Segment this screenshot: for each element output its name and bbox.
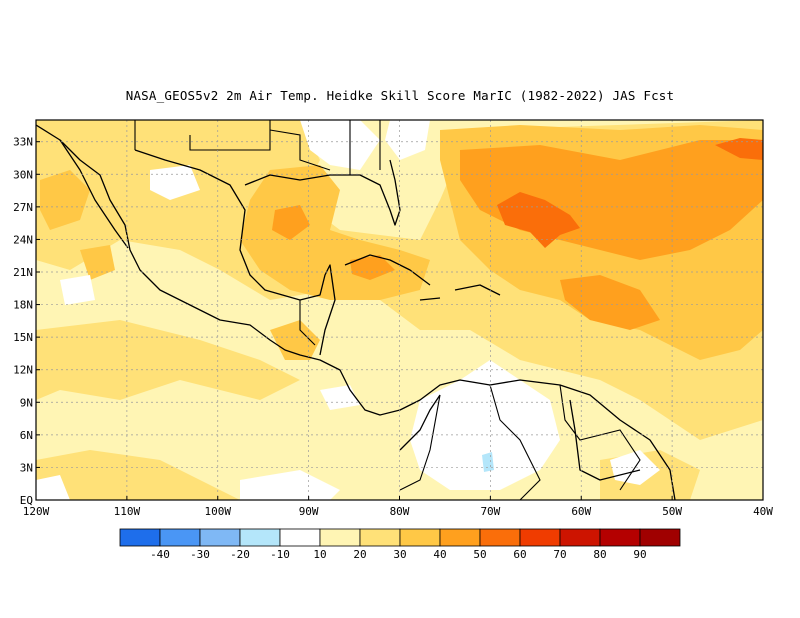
- lat-tick-label: 15N: [13, 331, 33, 344]
- near-zero-regions: [36, 120, 660, 500]
- lon-tick-label: 40W: [753, 505, 773, 518]
- lat-tick-label: 30N: [13, 168, 33, 181]
- colorbar-box: [279, 528, 321, 547]
- lon-tick-label: 60W: [571, 505, 591, 518]
- colorbar-box: [159, 528, 201, 547]
- lon-tick-label: 50W: [662, 505, 682, 518]
- colorbar-label: 20: [353, 548, 366, 561]
- colorbar-box: [119, 528, 161, 547]
- lat-tick-label: 27N: [13, 201, 33, 214]
- colorbar-label: 80: [593, 548, 606, 561]
- colorbar-box: [199, 528, 241, 547]
- lon-tick-label: 70W: [480, 505, 500, 518]
- coastlines: [36, 124, 676, 500]
- colorbar-box: [239, 528, 281, 547]
- colorbar-label: -10: [270, 548, 290, 561]
- colorbar-box: [439, 528, 481, 547]
- lon-tick-label: 120W: [23, 505, 50, 518]
- colorbar-box: [399, 528, 441, 547]
- negative-cell: [482, 452, 494, 472]
- lon-tick-label: 110W: [114, 505, 141, 518]
- colorbar-label: 60: [513, 548, 526, 561]
- lon-tick-label: 100W: [205, 505, 232, 518]
- lat-tick-label: 33N: [13, 136, 33, 149]
- colorbar-box: [599, 528, 641, 547]
- colorbar-box: [519, 528, 561, 547]
- colorbar-label: 30: [393, 548, 406, 561]
- colorbar-label: -30: [190, 548, 210, 561]
- lat-tick-label: 12N: [13, 364, 33, 377]
- colorbar-label: 40: [433, 548, 446, 561]
- gridlines: [36, 120, 763, 500]
- colorbar-label: 10: [313, 548, 326, 561]
- colorbar-label: 90: [633, 548, 646, 561]
- lon-tick-label: 90W: [299, 505, 319, 518]
- plot-title: NASA_GEOS5v2 2m Air Temp. Heidke Skill S…: [125, 88, 675, 103]
- colorbar-box: [359, 528, 401, 547]
- colorbar-box: [319, 528, 361, 547]
- level-50-60-regions: [497, 138, 763, 248]
- colorbar-box: [479, 528, 521, 547]
- colorbar-label: 50: [473, 548, 486, 561]
- colorbar-box: [639, 528, 681, 547]
- colorbar: [119, 528, 681, 547]
- lat-tick-label: 6N: [20, 429, 33, 442]
- colorbar-label: -20: [230, 548, 250, 561]
- lat-tick-label: 3N: [20, 461, 33, 474]
- lon-tick-label: 80W: [390, 505, 410, 518]
- longitude-labels: 120W 110W 100W 90W 80W 70W 60W 50W 40W: [23, 496, 773, 518]
- lat-tick-label: 24N: [13, 233, 33, 246]
- borders: [134, 120, 641, 500]
- colorbar-label: 70: [553, 548, 566, 561]
- latitude-labels: 33N 30N 27N 24N 21N 18N 15N 12N 9N 6N 3N EQ: [13, 136, 40, 507]
- lat-tick-label: 18N: [13, 299, 33, 312]
- colorbar-labels: -40 -30 -20 -10 10 20 30 40 50 60 70 80 90: [150, 548, 647, 561]
- lat-tick-label: 9N: [20, 396, 33, 409]
- colorbar-label: -40: [150, 548, 170, 561]
- lat-tick-label: EQ: [20, 494, 33, 507]
- lat-tick-label: 21N: [13, 266, 33, 279]
- colorbar-box: [559, 528, 601, 547]
